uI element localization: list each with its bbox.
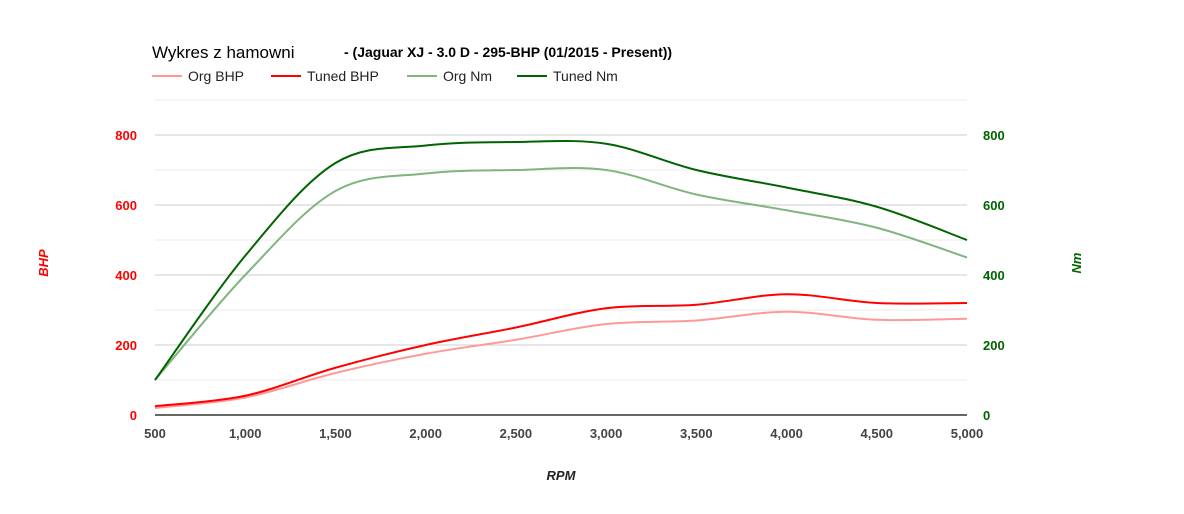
y-tick-label-left: 0	[130, 408, 137, 423]
y-axis-left-label: BHP	[36, 249, 51, 277]
y-tick-label-right: 600	[983, 198, 1005, 213]
series-line-tuned-nm	[154, 140, 968, 381]
legend-label[interactable]: Tuned BHP	[307, 68, 379, 84]
x-tick-label: 2,000	[409, 426, 442, 441]
series-line-org-bhp	[154, 310, 968, 409]
x-tick-label: 4,500	[861, 426, 894, 441]
chart-title: Wykres z hamowni	[152, 43, 295, 62]
y-tick-label-left: 600	[115, 198, 137, 213]
gridlines	[155, 99, 967, 416]
legend-label[interactable]: Tuned Nm	[553, 68, 618, 84]
x-tick-label: 3,500	[680, 426, 713, 441]
right-axis-ticks: 0 200 400 600 800	[983, 128, 1005, 423]
series-line-org-nm	[154, 167, 968, 381]
y-axis-right-label: Nm	[1069, 252, 1084, 273]
chart-subtitle: - (Jaguar XJ - 3.0 D - 295-BHP (01/2015 …	[344, 44, 672, 60]
series-lines	[154, 140, 968, 409]
y-tick-label-right: 800	[983, 128, 1005, 143]
x-tick-label: 2,500	[500, 426, 533, 441]
x-tick-label: 500	[144, 426, 166, 441]
y-tick-label-left: 200	[115, 338, 137, 353]
legend-label[interactable]: Org Nm	[443, 68, 492, 84]
x-tick-label: 1,000	[229, 426, 262, 441]
y-tick-label-right: 0	[983, 408, 990, 423]
legend-label[interactable]: Org BHP	[188, 68, 244, 84]
x-tick-label: 1,500	[319, 426, 352, 441]
y-tick-label-right: 400	[983, 268, 1005, 283]
legend: Org BHP Tuned BHP Org Nm Tuned Nm	[152, 68, 618, 84]
x-tick-label: 5,000	[951, 426, 984, 441]
x-tick-label: 4,000	[770, 426, 803, 441]
y-tick-label-right: 200	[983, 338, 1005, 353]
series-line-tuned-bhp	[154, 293, 968, 408]
x-axis-label: RPM	[547, 468, 577, 483]
x-axis-ticks: 500 1,000 1,500 2,000 2,500 3,000 3,500 4,000 4,…	[144, 426, 983, 441]
y-tick-label-left: 400	[115, 268, 137, 283]
x-tick-label: 3,000	[590, 426, 623, 441]
left-axis-ticks: 0 200 400 600 800	[115, 128, 137, 423]
y-tick-label-left: 800	[115, 128, 137, 143]
